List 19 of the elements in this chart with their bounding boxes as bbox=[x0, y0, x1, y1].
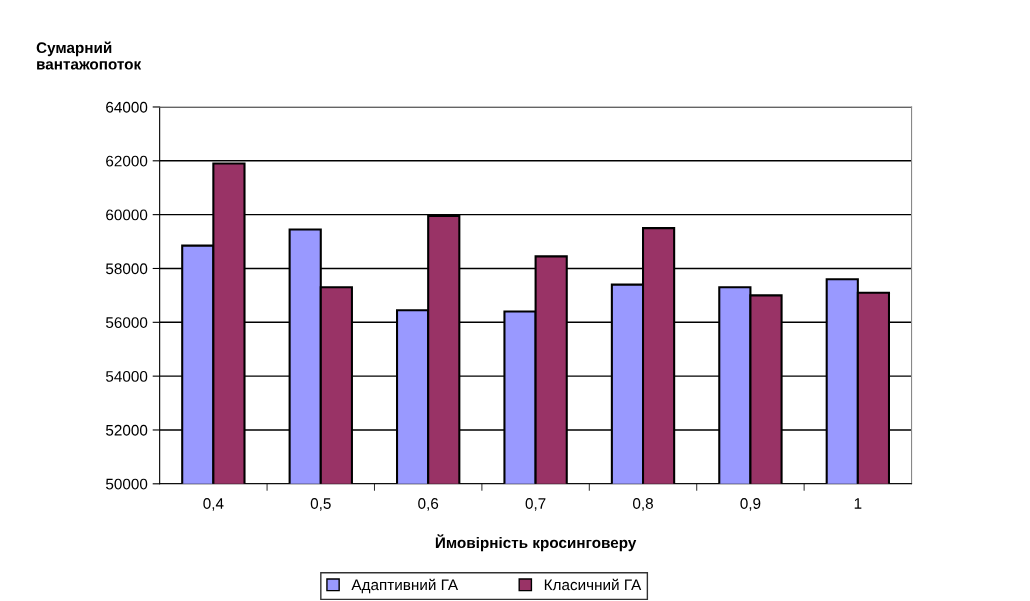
x-tick-label: 0,9 bbox=[740, 498, 761, 511]
y-tick-label: 62000 bbox=[106, 155, 148, 167]
y-tick-label: 60000 bbox=[106, 209, 148, 221]
x-tick-label: 0,6 bbox=[418, 498, 439, 511]
x-tick-label: 0,7 bbox=[525, 498, 546, 511]
y-tick-label: 52000 bbox=[105, 424, 148, 436]
y-tick-label: 54000 bbox=[105, 371, 148, 382]
legend-label: Класичний ГА bbox=[544, 578, 642, 591]
x-tick-label: 0,4 bbox=[203, 498, 224, 511]
x-tick-label: 0,8 bbox=[632, 498, 653, 511]
y-tick-label: 50000 bbox=[105, 478, 148, 490]
legend-label: Адаптивний ГА bbox=[351, 578, 459, 594]
x-tick-label: 1 bbox=[854, 498, 862, 509]
y-axis-title: Сумарний вантажопоток bbox=[36, 41, 142, 70]
y-tick-label: 58000 bbox=[105, 263, 148, 275]
x-axis-title: Ймовірність кросинговеру bbox=[435, 534, 637, 552]
y-tick-label: 56000 bbox=[105, 317, 148, 328]
x-tick-label: 0,5 bbox=[310, 498, 331, 511]
y-tick-label: 64000 bbox=[106, 101, 148, 113]
